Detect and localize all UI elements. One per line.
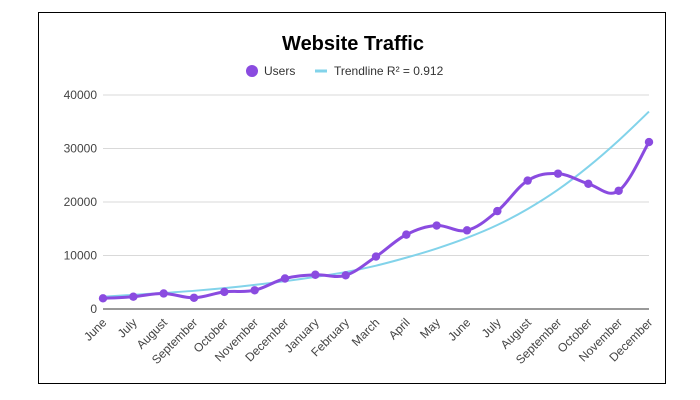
users-data-point bbox=[189, 293, 199, 302]
x-tick-label: March bbox=[349, 315, 382, 348]
legend-users-marker bbox=[246, 65, 258, 77]
x-tick-label: July bbox=[479, 315, 504, 340]
users-series-line bbox=[102, 141, 651, 300]
users-data-point bbox=[614, 186, 623, 195]
users-data-point bbox=[129, 292, 138, 301]
users-data-point bbox=[159, 289, 168, 298]
users-data-point bbox=[220, 287, 229, 297]
users-data-point bbox=[432, 221, 441, 230]
users-data-point bbox=[98, 294, 108, 303]
users-data-point bbox=[644, 137, 654, 147]
y-tick-label: 30000 bbox=[64, 142, 98, 156]
x-tick-label: May bbox=[417, 315, 443, 341]
x-tick-label: April bbox=[386, 315, 413, 342]
y-tick-label: 40000 bbox=[64, 88, 98, 102]
x-tick-label: June bbox=[445, 315, 474, 344]
legend-users-label: Users bbox=[264, 64, 295, 78]
users-data-point bbox=[493, 206, 502, 216]
users-data-point bbox=[311, 270, 320, 279]
y-tick-label: 0 bbox=[90, 302, 97, 316]
chart-title: Website Traffic bbox=[282, 33, 424, 55]
users-data-point bbox=[341, 271, 350, 280]
users-data-point bbox=[462, 226, 472, 235]
users-data-point bbox=[553, 169, 563, 178]
chart-frame: Website Traffic Users Trendline R² = 0.9… bbox=[38, 12, 666, 384]
chart: Website Traffic Users Trendline R² = 0.9… bbox=[64, 33, 656, 367]
trendline bbox=[102, 110, 650, 298]
users-data-point bbox=[371, 252, 381, 261]
y-tick-label: 10000 bbox=[64, 249, 98, 263]
x-tick-label: July bbox=[115, 315, 140, 340]
users-data-point bbox=[250, 286, 259, 295]
y-tick-label: 20000 bbox=[64, 195, 98, 209]
users-data-point bbox=[402, 230, 411, 239]
legend-trend-label: Trendline R² = 0.912 bbox=[334, 64, 444, 78]
legend: Users Trendline R² = 0.912 bbox=[246, 64, 444, 78]
x-tick-label: June bbox=[81, 315, 110, 344]
users-data-point bbox=[523, 176, 532, 185]
users-data-point bbox=[280, 274, 290, 283]
users-data-point bbox=[584, 179, 593, 189]
